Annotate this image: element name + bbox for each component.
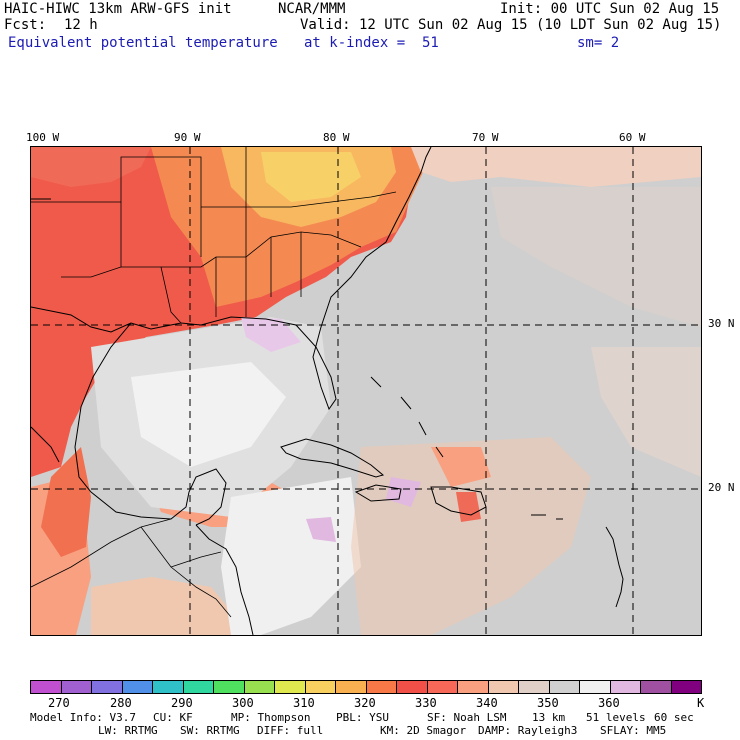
- colorbar-swatch: [213, 681, 244, 693]
- cu-scheme: CU: KF: [153, 711, 193, 724]
- coastlines: [31, 147, 624, 635]
- colorbar-swatch: [31, 681, 61, 693]
- colorbar-swatch: [91, 681, 122, 693]
- timestep: 60 sec: [654, 711, 694, 724]
- pbl-scheme: PBL: YSU: [336, 711, 389, 724]
- colorbar-swatch: [335, 681, 366, 693]
- colorbar-swatch: [609, 681, 640, 693]
- colorbar-swatch: [304, 681, 335, 693]
- lon-label-90w: 90 W: [174, 131, 201, 144]
- colorbar-label: 340: [476, 696, 498, 710]
- colorbar-label: 320: [354, 696, 376, 710]
- diffusion: DIFF: full: [257, 724, 324, 737]
- colorbar-swatch: [487, 681, 518, 693]
- model-info: Model Info: V3.7: [30, 711, 136, 724]
- map-panel: [30, 146, 702, 636]
- colorbar-swatch: [670, 681, 701, 693]
- colorbar-label: 300: [232, 696, 254, 710]
- colorbar-swatch: [182, 681, 213, 693]
- lon-label-80w: 80 W: [323, 131, 350, 144]
- colorbar-swatch: [152, 681, 183, 693]
- colorbar-swatch: [548, 681, 579, 693]
- colorbar-label: 330: [415, 696, 437, 710]
- colorbar-swatch: [243, 681, 274, 693]
- smoothing-info: sm= 2: [577, 35, 620, 51]
- surface-layer: SFLAY: MM5: [600, 724, 667, 737]
- colorbar-swatch: [60, 681, 91, 693]
- sw-scheme: SW: RRTMG: [180, 724, 240, 737]
- colorbar-label: 360: [598, 696, 620, 710]
- model-title: HAIC-HIWC 13km ARW-GFS init: [4, 1, 232, 17]
- mp-scheme: MP: Thompson: [231, 711, 311, 724]
- lat-label-20n: 20 N: [708, 481, 735, 494]
- colorbar-swatch: [365, 681, 396, 693]
- colorbar-label: 310: [293, 696, 315, 710]
- colorbar-swatch: [274, 681, 305, 693]
- colorbar: [30, 680, 702, 694]
- grid-spacing: 13 km: [532, 711, 566, 724]
- theta-e-shading: [31, 147, 701, 635]
- lon-label-60w: 60 W: [619, 131, 646, 144]
- colorbar-swatch: [121, 681, 152, 693]
- colorbar-label: 290: [171, 696, 193, 710]
- damping: DAMP: Rayleigh3: [478, 724, 578, 737]
- level-info: at k-index = 51: [304, 35, 439, 51]
- colorbar-swatch: [640, 681, 671, 693]
- lon-label-70w: 70 W: [472, 131, 499, 144]
- colorbar-swatch: [457, 681, 488, 693]
- lat-label-30n: 30 N: [708, 317, 735, 330]
- colorbar-label: 270: [48, 696, 70, 710]
- colorbar-swatch: [426, 681, 457, 693]
- colorbar-unit: K: [697, 696, 705, 710]
- political-borders: [31, 147, 397, 618]
- vertical-levels: 51 levels: [586, 711, 646, 724]
- colorbar-swatch: [579, 681, 610, 693]
- institution: NCAR/MMM: [278, 1, 346, 17]
- colorbar-swatch: [518, 681, 549, 693]
- colorbar-swatch: [396, 681, 427, 693]
- colorbar-label: 280: [110, 696, 132, 710]
- fcst-label: Fcst:: [4, 17, 47, 33]
- km-option: KM: 2D Smagor: [380, 724, 467, 737]
- latlon-grid: [31, 147, 701, 635]
- colorbar-label: 350: [537, 696, 559, 710]
- field-name: Equivalent potential temperature: [8, 35, 278, 51]
- lon-label-100w: 100 W: [26, 131, 60, 144]
- sf-scheme: SF: Noah LSM: [427, 711, 507, 724]
- valid-time: Valid: 12 UTC Sun 02 Aug 15 (10 LDT Sun …: [300, 17, 722, 33]
- init-time: Init: 00 UTC Sun 02 Aug 15: [500, 1, 720, 17]
- theta-e-map: [31, 147, 701, 635]
- fcst-value: 12 h: [64, 17, 98, 33]
- lw-scheme: LW: RRTMG: [98, 724, 158, 737]
